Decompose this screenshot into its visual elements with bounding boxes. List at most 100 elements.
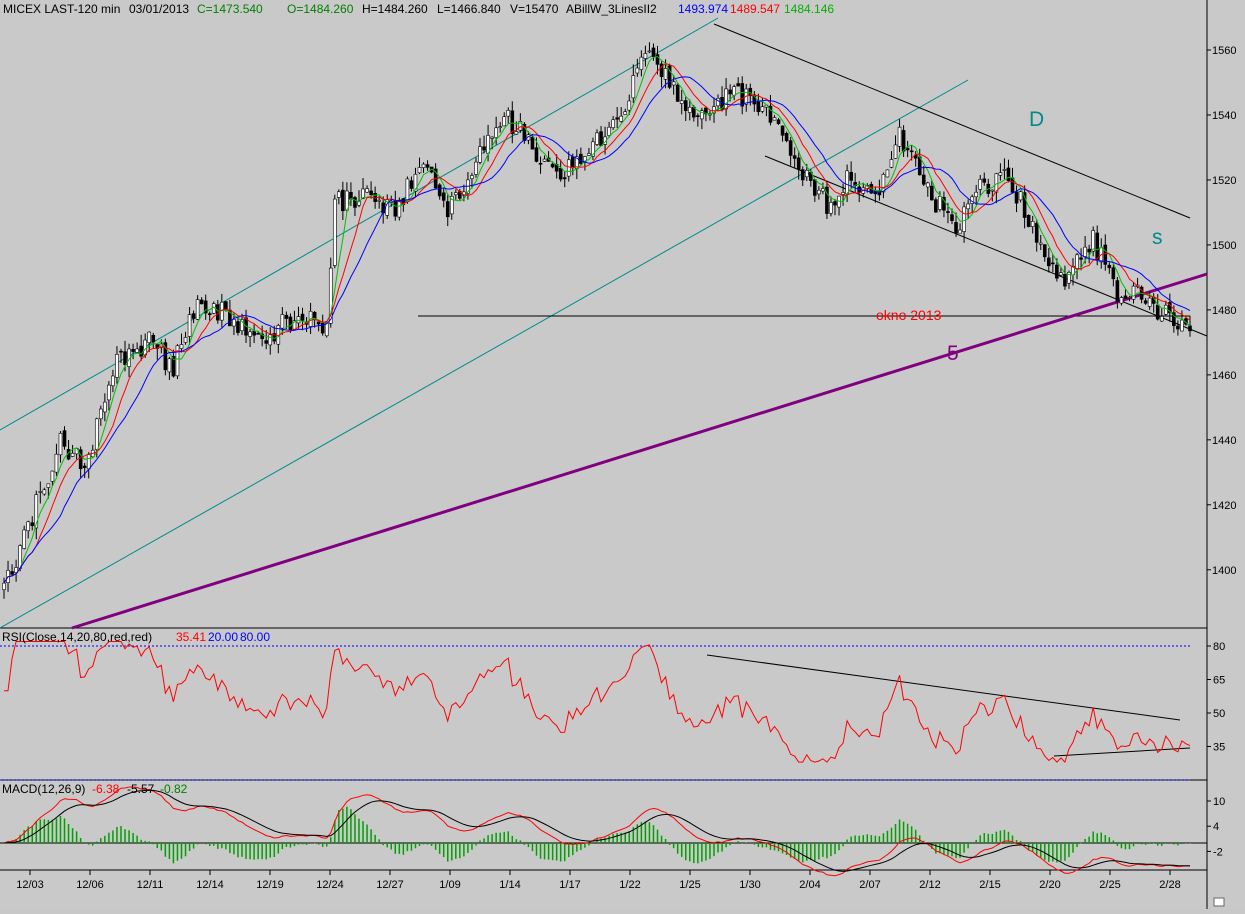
candle-body [341,189,345,212]
candle-body [748,87,753,97]
date-tick-label: 2/07 [859,879,880,891]
candle-body [522,123,527,141]
candle-body [623,111,628,115]
date-tick-label: 1/09 [439,879,460,891]
price-tick-label: 1520 [1212,175,1236,187]
candle-body [203,300,208,314]
down-channel-lower [764,155,1208,337]
candle-body [772,117,777,121]
candle-body [687,106,692,113]
candle-body [1188,325,1192,332]
candle-body [207,313,212,316]
candle-body [833,201,837,206]
indicator-label: ABillW_3LinesII2 [566,2,657,16]
macd-signal-line [3,789,1191,872]
candle-body [123,351,127,365]
candle-body [550,163,555,168]
candle-body [99,408,103,420]
candle-body [389,200,394,203]
date-tick-label: 1/22 [619,879,640,891]
candle-body [119,350,123,353]
candle-body [671,81,676,86]
candle-body [365,188,369,193]
candle-body [494,127,498,138]
s-label: s [1152,226,1163,249]
candle-body [534,147,539,162]
macd-tick-label: -2 [1213,846,1223,858]
candle-body [502,116,507,127]
candle-body [300,313,305,321]
candle-body [530,136,535,150]
date-label: 03/01/2013 [129,2,189,16]
rsi-low: 20.00 [208,630,238,644]
rsi-resistance-line [706,654,1181,721]
date-tick-label: 1/14 [499,879,520,891]
candle-body [195,299,200,320]
candle-body [740,83,745,107]
candle-body [925,182,930,188]
candle-body [248,331,252,337]
date-tick-label: 12/03 [16,879,44,891]
candle-body [417,167,422,174]
candle-body [643,53,648,59]
candle-body [1127,297,1132,299]
candle-body [897,126,902,147]
candle-body [171,356,176,377]
rsi-tick-label: 80 [1213,641,1225,653]
price-tick-label: 1500 [1212,240,1236,252]
candle-body [683,100,688,112]
candle-body [1111,267,1116,280]
candle-body [26,521,31,532]
candle-body [179,344,184,349]
candle-body [175,345,180,377]
candle-body [103,401,107,413]
candle-body [332,198,337,266]
candle-body [42,489,47,495]
candle-body [1030,221,1035,227]
date-tick-label: 1/17 [559,879,580,891]
candle-body [474,161,478,175]
candle-body [909,150,914,153]
candle-body [1176,325,1180,330]
candle-body [845,170,849,195]
candle-body [780,125,785,136]
candle-body [921,174,926,185]
candle-body [1103,244,1108,265]
candle-body [954,222,958,234]
date-tick-label: 2/28 [1159,879,1180,891]
candle-body [881,174,886,193]
candle-body [663,68,668,80]
candle-body [627,100,632,111]
candle-body [752,94,757,105]
candle-body [224,301,228,310]
candle-body [425,164,430,168]
candle-body [369,190,373,195]
close-label: C=1473.540 [197,2,263,16]
candle-body [595,132,599,145]
candle-body [901,130,906,152]
rsi-header: RSI(Close,14,20,80,red,red) 35.41 20.00 … [2,630,270,644]
candle-body [974,191,978,198]
candle-body [813,179,817,196]
macd-header: MACD(12,26,9) -6.38 -5.57 -0.82 [2,782,188,796]
candle-body [10,571,14,575]
candle-body [252,330,256,336]
candle-body [135,348,139,353]
candle-body [421,163,426,168]
candle-body [46,483,51,488]
candle-body [885,169,890,178]
upper-channel-line [0,17,719,431]
candle-body [167,358,172,373]
candle-body [264,340,269,344]
candle-body [1042,244,1047,258]
candle-body [14,567,18,573]
candle-body [50,470,55,482]
rsi-high: 80.00 [240,630,270,644]
candle-body [635,67,640,74]
candle-body [240,319,244,332]
candle-body [631,75,636,99]
candle-body [788,140,793,156]
wave-5-label: 5 [947,342,959,365]
candle-body [570,156,575,169]
candle-body [1055,264,1059,279]
